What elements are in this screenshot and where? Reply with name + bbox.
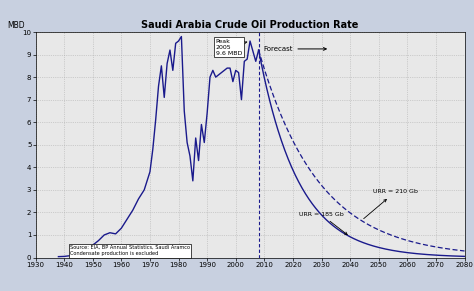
Title: Saudi Arabia Crude Oil Production Rate: Saudi Arabia Crude Oil Production Rate [141, 20, 359, 30]
Text: URR = 210 Gb: URR = 210 Gb [364, 189, 418, 219]
Text: MBD: MBD [8, 21, 25, 30]
Text: Peak
2005
9.6 MBD: Peak 2005 9.6 MBD [216, 39, 247, 56]
Text: URR = 185 Gb: URR = 185 Gb [299, 212, 347, 235]
Text: Forecast: Forecast [263, 46, 326, 52]
Text: Source: EIA, BP Annual Statistics, Saudi Aramco
Condensate production is exclude: Source: EIA, BP Annual Statistics, Saudi… [70, 245, 190, 256]
